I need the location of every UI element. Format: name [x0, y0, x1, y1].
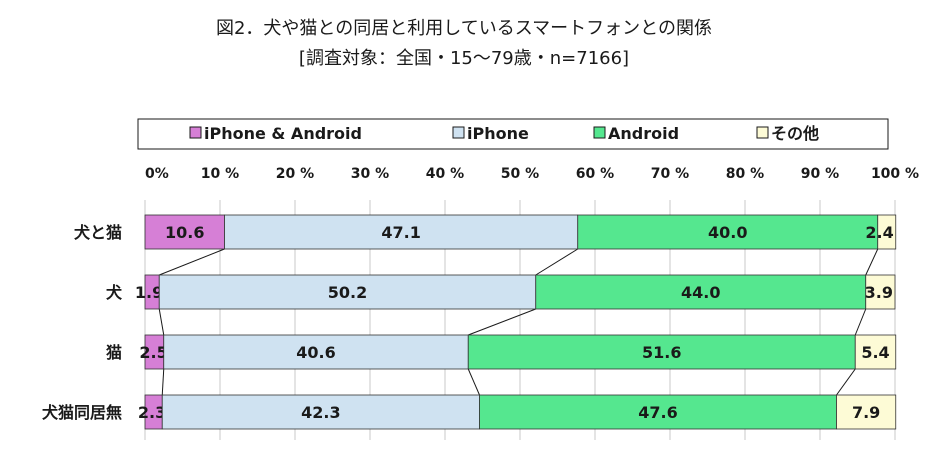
data-label: 47.1	[381, 223, 420, 242]
legend-label: その他	[771, 124, 819, 143]
bar-segment	[854, 334, 897, 370]
legend-swatch	[756, 126, 769, 139]
data-label: 7.9	[852, 403, 880, 422]
x-tick-label: 80 %	[726, 166, 764, 182]
legend-swatch	[452, 126, 465, 139]
data-label: 40.6	[296, 343, 335, 362]
x-tick-label: 10 %	[201, 166, 239, 182]
series-connector	[865, 248, 879, 276]
data-label: 2.4	[865, 223, 893, 242]
series-connector	[161, 368, 165, 396]
bar-segment	[479, 394, 837, 430]
bar-segment	[836, 394, 897, 430]
bar-segment	[144, 214, 225, 250]
data-label: 40.0	[708, 223, 747, 242]
bar-segment	[535, 274, 867, 310]
legend-swatch	[189, 126, 202, 139]
series-connector	[467, 368, 480, 396]
x-tick-label: 90 %	[801, 166, 839, 182]
bar-segment	[224, 214, 579, 250]
legend: iPhone & Android iPhone Android その他	[137, 118, 889, 150]
x-tick-label: 0%	[145, 166, 169, 182]
series-connector	[535, 248, 579, 276]
x-tick-label: 60 %	[576, 166, 614, 182]
x-tick-label: 50 %	[501, 166, 539, 182]
x-tick-label: 100 %	[871, 166, 919, 182]
series-connector	[158, 308, 165, 336]
series-connector	[468, 308, 536, 336]
data-label: 51.6	[642, 343, 681, 362]
data-label: 10.6	[165, 223, 204, 242]
category-label: 犬	[106, 283, 123, 302]
data-label: 42.3	[301, 403, 340, 422]
x-tick-label: 30 %	[351, 166, 389, 182]
bar-segment	[161, 394, 480, 430]
data-label: 50.2	[328, 283, 367, 302]
chart-subtitle: [調査対象：全国・15～79歳・n=7166]	[298, 48, 630, 69]
data-label: 3.9	[865, 283, 893, 302]
bar-segment	[158, 274, 537, 310]
category-label: 犬猫同居無	[42, 403, 122, 422]
legend-label: iPhone & Android	[204, 124, 362, 143]
legend-label: iPhone	[467, 124, 529, 143]
bar-segment	[877, 214, 897, 250]
bar-segment	[163, 334, 469, 370]
series-connector	[854, 308, 867, 336]
data-label: 2.5	[139, 343, 167, 362]
data-label: 47.6	[638, 403, 677, 422]
legend-swatch	[593, 126, 606, 139]
category-label: 猫	[106, 343, 122, 362]
x-tick-label: 40 %	[426, 166, 464, 182]
legend-label: Android	[608, 124, 679, 143]
bar-segment	[865, 274, 896, 310]
data-label: 1.9	[135, 283, 163, 302]
data-label: 44.0	[681, 283, 720, 302]
series-connector	[159, 248, 225, 276]
data-label: 2.3	[138, 403, 166, 422]
chart-title: 図2．犬や猫との同居と利用しているスマートフォンとの関係	[215, 18, 712, 39]
x-tick-label: 70 %	[651, 166, 689, 182]
series-connector	[836, 368, 856, 396]
data-label: 5.4	[861, 343, 889, 362]
bar-segment	[577, 214, 879, 250]
x-tick-label: 20 %	[276, 166, 314, 182]
category-label: 犬と猫	[74, 223, 122, 242]
